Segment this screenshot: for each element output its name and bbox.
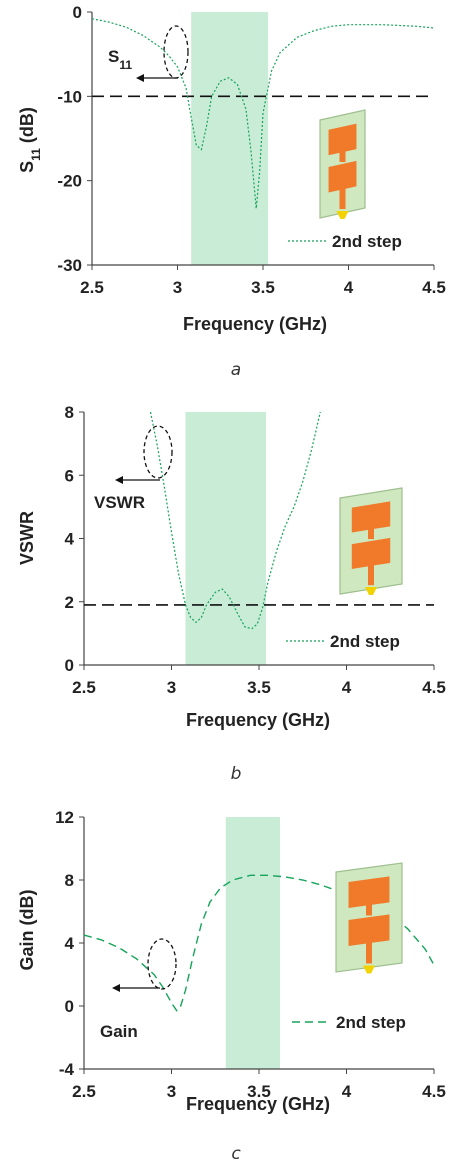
xtick-label-b: 2.5: [72, 678, 96, 697]
ytick-label-c: -4: [59, 1060, 75, 1079]
antenna-feed-line: [366, 941, 372, 964]
panel-b: VSWR Frequency (GHz) VSWR b 8 6 4 2 0 2.5 3 3.5…: [17, 403, 446, 784]
ytick-label-c: 4: [65, 934, 75, 953]
xtick-label-c: 4.5: [422, 1082, 446, 1101]
band-b: [185, 412, 266, 665]
antenna-line-mid: [339, 150, 346, 163]
xlabel-b: Frequency (GHz): [186, 710, 330, 730]
xtick-label-b: 3: [167, 678, 176, 697]
xtick-label-c: 3.5: [247, 1082, 271, 1101]
antenna-inset-b: [339, 487, 403, 595]
ytick-label-c: 0: [65, 997, 74, 1016]
xtick-label-b: 3.5: [247, 678, 271, 697]
xtick-label-b: 4: [342, 678, 352, 697]
xtick-label-a: 3: [173, 278, 182, 297]
annotation-arrowhead-c: [112, 984, 120, 992]
annotation-ellipse-b: [143, 425, 173, 479]
antenna-inset-c: [335, 862, 403, 974]
band-a: [191, 12, 269, 265]
antenna-patch-top: [351, 501, 391, 533]
ytick-label-b: 2: [65, 593, 74, 612]
antenna-patch-bottom: [328, 160, 357, 193]
antenna-patch-top: [328, 123, 357, 156]
xtick-label-a: 3.5: [251, 278, 275, 297]
annotation-c: Gain: [100, 1022, 138, 1041]
annotation-b: VSWR: [94, 493, 145, 512]
antenna-feed-connector: [363, 965, 375, 974]
legend-label-b: 2nd step: [330, 632, 400, 651]
xtick-label-a: 4.5: [422, 278, 446, 297]
ytick-label-b: 8: [65, 403, 74, 422]
antenna-inset-a: [319, 109, 366, 219]
ytick-label-b: 4: [65, 530, 75, 549]
annotation-ellipse-a: [163, 25, 189, 79]
antenna-line-mid: [366, 903, 372, 916]
ytick-label-a: -20: [57, 172, 82, 191]
ytick-label-c: 12: [55, 808, 74, 827]
panel-letter-a: a: [231, 360, 241, 380]
legend-label-a: 2nd step: [332, 232, 402, 251]
antenna-feed-connector: [365, 587, 377, 595]
ytick-label-a: -30: [57, 256, 82, 275]
panel-a: S11 (dB) Frequency (GHz) S11 a 0 -10 -20 -3…: [17, 3, 446, 380]
ytick-label-c: 8: [65, 871, 74, 890]
panel-c: Gain (dB) Frequency (GHz) Gain c 12 8 4 0 -4…: [17, 808, 446, 1163]
antenna-line-mid: [368, 527, 374, 540]
xtick-label-c: 4: [342, 1082, 352, 1101]
xtick-label-c: 3: [167, 1082, 176, 1101]
ytick-label-b: 0: [65, 656, 74, 675]
series-line-b: [149, 411, 321, 630]
ytick-label-a: 0: [73, 3, 82, 22]
panel-letter-c: c: [231, 1144, 241, 1163]
antenna-feed-line: [339, 187, 346, 210]
ylabel-c: Gain (dB): [17, 890, 37, 971]
series-line-a: [91, 18, 435, 209]
antenna-feed-line: [368, 564, 374, 586]
antenna-feed-connector: [336, 211, 349, 219]
annotation-arrowhead-b: [115, 476, 123, 484]
xtick-label-c: 2.5: [72, 1082, 96, 1101]
ytick-label-a: -10: [57, 87, 82, 106]
xlabel-c: Frequency (GHz): [186, 1094, 330, 1114]
annotation-a: S11: [108, 47, 132, 72]
xtick-label-a: 2.5: [80, 278, 104, 297]
xlabel-a: Frequency (GHz): [183, 314, 327, 334]
antenna-patch-top: [348, 876, 390, 908]
xtick-label-a: 4: [344, 278, 354, 297]
ylabel-b: VSWR: [17, 511, 37, 565]
annotation-arrowhead-a: [136, 74, 144, 82]
xtick-label-b: 4.5: [422, 678, 446, 697]
antenna-patch-bottom: [348, 914, 390, 946]
ylabel-a: S11 (dB): [17, 107, 43, 173]
annotation-ellipse-c: [147, 938, 177, 990]
antenna-patch-bottom: [351, 537, 391, 570]
ytick-label-b: 6: [65, 466, 74, 485]
panel-letter-b: b: [231, 764, 242, 784]
band-c: [225, 817, 280, 1069]
legend-label-c: 2nd step: [336, 1013, 406, 1032]
